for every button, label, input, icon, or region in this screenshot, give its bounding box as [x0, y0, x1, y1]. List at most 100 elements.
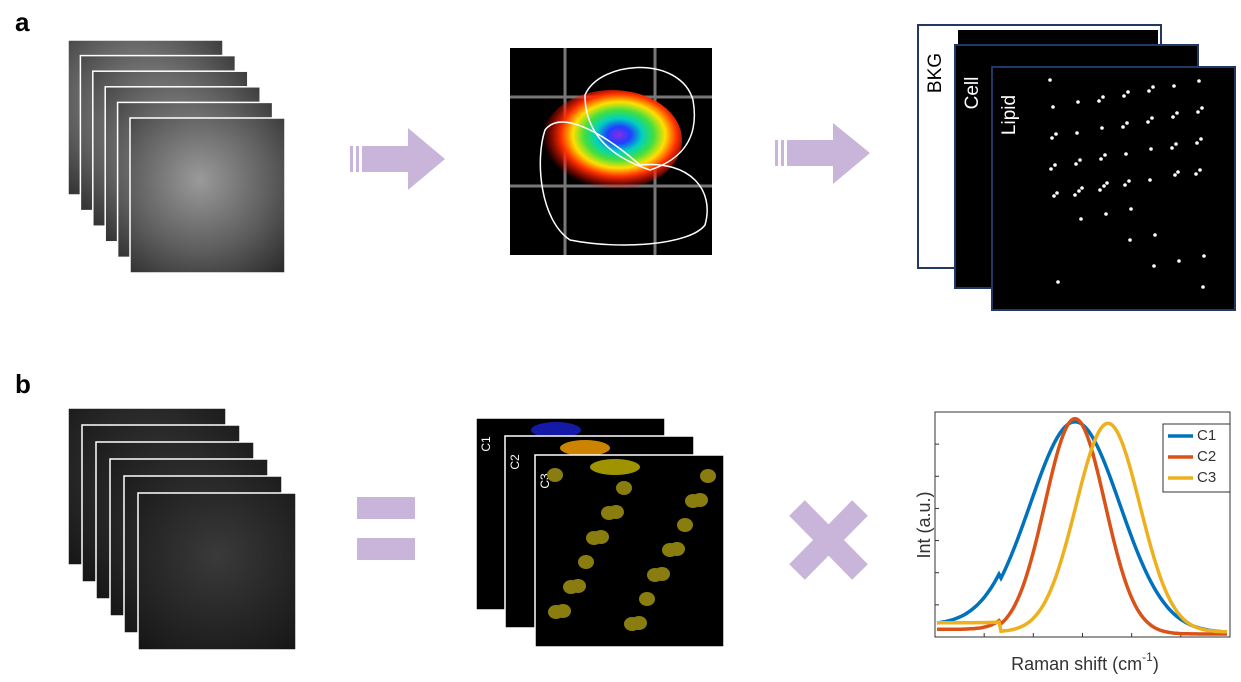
lipid-spot: [1124, 152, 1128, 156]
arrow: [775, 123, 870, 184]
lipid-spot: [1049, 167, 1053, 171]
lipid-spot: [1073, 193, 1077, 197]
image-frame: [138, 493, 296, 650]
lipid-spot: [1198, 168, 1202, 172]
lipid-spot: [1080, 186, 1084, 190]
lipid-spot: [1054, 132, 1058, 136]
lipid-spot: [1105, 181, 1109, 185]
image-stack: [68, 40, 285, 273]
nucleus: [601, 506, 617, 520]
lipid-spot: [1197, 79, 1201, 83]
lipid-spot: [1202, 254, 1206, 258]
lipid-spot: [1146, 120, 1150, 124]
lipid-spot: [1174, 142, 1178, 146]
image-stack: [68, 408, 296, 650]
lipid-spot: [1172, 84, 1176, 88]
image-frame: [130, 118, 285, 273]
lipid-spot: [1079, 217, 1083, 221]
lipid-spot: [1103, 153, 1107, 157]
x-axis-label-sup: -1: [1142, 650, 1153, 664]
component-label: C2: [508, 454, 522, 470]
lipid-spot: [1195, 141, 1199, 145]
nucleus: [685, 494, 701, 508]
lipid-spot: [1194, 172, 1198, 176]
lipid-spot: [1125, 121, 1129, 125]
lipid-spot: [1099, 157, 1103, 161]
lipid-spot: [1056, 280, 1060, 284]
arrow: [350, 128, 445, 190]
lipid-spot: [1126, 90, 1130, 94]
lipid-spot: [1171, 115, 1175, 119]
nucleus: [548, 605, 564, 619]
lipid-spot: [1097, 99, 1101, 103]
lipid-spot: [1175, 111, 1179, 115]
legend-label: C3: [1197, 469, 1216, 486]
lipid-spot: [1200, 106, 1204, 110]
component-spot: [590, 459, 640, 475]
legend-label: C1: [1197, 427, 1216, 444]
mask-label: Cell: [962, 77, 983, 110]
lipid-spot: [1121, 125, 1125, 129]
lipid-spot: [1149, 147, 1153, 151]
nucleus: [639, 592, 655, 606]
lipid-spot: [1078, 158, 1082, 162]
legend-label: C2: [1197, 448, 1216, 465]
nucleus: [624, 617, 640, 631]
lipid-spot: [1053, 163, 1057, 167]
lipid-spot: [1098, 188, 1102, 192]
component-spot: [560, 440, 610, 456]
lipid-spot: [1051, 105, 1055, 109]
lipid-spot: [1122, 94, 1126, 98]
nucleus: [563, 580, 579, 594]
x-axis-label-main: Raman shift (cm: [1011, 654, 1142, 674]
component-label: C1: [479, 436, 493, 452]
lipid-spot: [1148, 178, 1152, 182]
nucleus: [700, 469, 716, 483]
spectrum-plot: C1 C2 C3 Int (a.u.) Raman shift (cm-1): [914, 412, 1230, 674]
lipid-spot: [1170, 146, 1174, 150]
nucleus: [677, 518, 693, 532]
lipid-spot: [1104, 212, 1108, 216]
panel-label: a: [15, 7, 30, 37]
nucleus: [578, 555, 594, 569]
lipid-spot: [1176, 170, 1180, 174]
lipid-spot: [1055, 191, 1059, 195]
lipid-spot: [1077, 189, 1081, 193]
lipid-spot: [1177, 259, 1181, 263]
lipid-spot: [1075, 131, 1079, 135]
nucleus: [662, 543, 678, 557]
lipid-spot: [1153, 233, 1157, 237]
panel-label: b: [15, 369, 31, 399]
lipid-spot: [1129, 207, 1133, 211]
nucleus: [547, 468, 563, 482]
lipid-spot: [1128, 238, 1132, 242]
lipid-spot: [1127, 179, 1131, 183]
lipid-spot: [1151, 85, 1155, 89]
nucleus: [647, 568, 663, 582]
lipid-spot: [1201, 285, 1205, 289]
nucleus: [616, 481, 632, 495]
x-axis-label: Raman shift (cm-1): [1011, 650, 1159, 674]
lipid-spot: [1074, 162, 1078, 166]
lipid-spot: [1147, 89, 1151, 93]
lipid-spot: [1196, 110, 1200, 114]
lipid-spot: [1199, 137, 1203, 141]
mask-label: Lipid: [999, 95, 1020, 135]
nucleus: [586, 531, 602, 545]
lipid-spot: [1052, 194, 1056, 198]
x-axis-label-end: ): [1153, 654, 1159, 674]
y-axis-label: Int (a.u.): [914, 491, 934, 558]
lipid-spot: [1102, 184, 1106, 188]
equals-sign: [357, 497, 415, 560]
lipid-spot: [1100, 126, 1104, 130]
times-sign: [797, 508, 860, 572]
mask-image: [992, 67, 1235, 310]
lipid-spot: [1123, 183, 1127, 187]
lipid-spot: [1152, 264, 1156, 268]
lipid-spot: [1101, 95, 1105, 99]
figure: a b BKG Cell Lipid C1 C2 C3 C1 C2 C3 Int (a.u.…: [0, 0, 1241, 682]
lipid-spot: [1048, 78, 1052, 82]
lipid-spot: [1050, 136, 1054, 140]
mask-label: BKG: [925, 53, 946, 93]
scatter-image: [510, 48, 712, 255]
